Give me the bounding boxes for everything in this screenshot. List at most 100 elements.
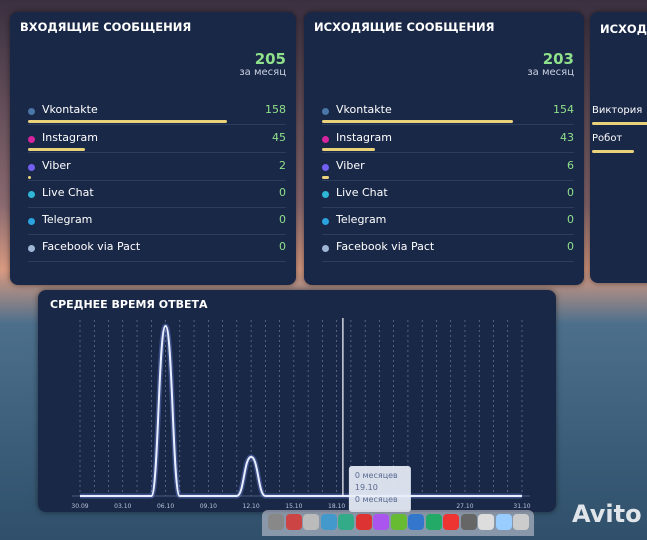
channel-icon xyxy=(28,136,35,143)
response-line-glow xyxy=(80,323,522,499)
channel-name: Vkontakte xyxy=(42,103,98,116)
channel-count: 0 xyxy=(279,186,286,199)
channel-icon xyxy=(322,191,329,198)
dock-icon xyxy=(355,514,372,530)
separator xyxy=(322,207,574,208)
separator xyxy=(28,180,286,181)
channel-bar xyxy=(322,120,514,123)
channel-count: 2 xyxy=(279,159,286,172)
tooltip-text: 0 месяцев xyxy=(355,471,398,480)
separator xyxy=(28,152,286,153)
channel-row: Viber 2 xyxy=(24,158,286,184)
channel-name: Facebook via Pact xyxy=(336,240,435,253)
agents-panel: ИСХОДЯ Виктория Робот xyxy=(590,12,647,283)
channel-row: Telegram 0 xyxy=(318,212,574,238)
agent-name: Робот xyxy=(592,133,623,144)
channel-count: 154 xyxy=(553,103,574,116)
dock-icon xyxy=(513,514,529,530)
channel-count: 0 xyxy=(567,213,574,226)
x-tick-label: 09.10 xyxy=(200,503,217,510)
channel-name: Live Chat xyxy=(336,186,388,199)
channel-icon xyxy=(28,191,35,198)
watermark: Avito xyxy=(572,500,642,528)
channel-row: Vkontakte 154 xyxy=(318,102,574,128)
x-tick-label: 27.10 xyxy=(456,503,473,510)
channel-name: Instagram xyxy=(336,131,392,144)
separator xyxy=(28,261,286,262)
channel-count: 0 xyxy=(567,186,574,199)
channel-count: 6 xyxy=(567,159,574,172)
x-tick-label: 30.09 xyxy=(71,503,88,510)
dock-icon xyxy=(285,514,302,530)
x-tick-label: 18.10 xyxy=(328,503,345,510)
incoming-panel: ВХОДЯЩИЕ СООБЩЕНИЯ 205 за месяц Vkontakte 15… xyxy=(10,12,296,285)
agent-bar xyxy=(592,122,647,125)
channel-bar xyxy=(28,120,227,123)
separator xyxy=(322,180,574,181)
agent-row: Виктория xyxy=(592,104,647,130)
separator xyxy=(28,124,286,125)
channel-bar xyxy=(322,176,330,179)
dock-icon xyxy=(303,514,319,530)
channel-icon xyxy=(322,108,329,115)
x-tick-label: 12.10 xyxy=(243,503,260,510)
dock-icon xyxy=(320,514,337,530)
chart-title: СРЕДНЕЕ ВРЕМЯ ОТВЕТА xyxy=(50,298,208,311)
x-tick-label: 06.10 xyxy=(157,503,174,510)
separator xyxy=(322,124,574,125)
channel-count: 158 xyxy=(265,103,286,116)
channel-name: Telegram xyxy=(336,213,387,226)
channel-name: Live Chat xyxy=(42,186,94,199)
total-label: за месяц xyxy=(239,67,286,78)
channel-name: Telegram xyxy=(42,213,93,226)
dock-icon xyxy=(338,514,354,530)
separator xyxy=(322,152,574,153)
channel-bar xyxy=(28,148,85,151)
channel-icon xyxy=(322,136,329,143)
separator xyxy=(322,234,574,235)
channel-count: 0 xyxy=(279,240,286,253)
dock-icon xyxy=(373,514,389,530)
channel-icon xyxy=(322,164,329,171)
channel-bar xyxy=(28,176,31,179)
panel-title: ИСХОДЯ xyxy=(600,22,647,36)
channel-name: Viber xyxy=(336,159,365,172)
channel-icon xyxy=(28,164,35,171)
total-count: 203 xyxy=(542,50,574,68)
channel-icon xyxy=(28,108,35,115)
response-line xyxy=(80,324,522,497)
channel-row: Facebook via Pact 0 xyxy=(318,239,574,265)
panel-title: ИСХОДЯЩИЕ СООБЩЕНИЯ xyxy=(314,20,495,34)
agent-name: Виктория xyxy=(592,105,643,116)
dock-icon xyxy=(478,514,494,530)
channel-name: Instagram xyxy=(42,131,98,144)
channel-row: Live Chat 0 xyxy=(24,185,286,211)
x-tick-label: 31.10 xyxy=(513,503,530,510)
dock xyxy=(262,510,534,536)
panel-title: ВХОДЯЩИЕ СООБЩЕНИЯ xyxy=(20,20,192,34)
channel-count: 43 xyxy=(560,131,574,144)
dock-icon xyxy=(495,514,512,530)
agent-bar xyxy=(592,150,634,153)
channel-row: Vkontakte 158 xyxy=(24,102,286,128)
total-label: за месяц xyxy=(527,67,574,78)
dock-icon xyxy=(443,514,459,530)
tooltip xyxy=(348,466,411,512)
channel-count: 0 xyxy=(279,213,286,226)
outgoing-panel: ИСХОДЯЩИЕ СООБЩЕНИЯ 203 за месяц Vkontakte 1… xyxy=(304,12,584,285)
separator xyxy=(322,261,574,262)
channel-icon xyxy=(28,218,35,225)
agent-row: Робот xyxy=(592,132,647,158)
channel-bar xyxy=(322,148,376,151)
channel-count: 45 xyxy=(272,131,286,144)
channel-name: Vkontakte xyxy=(336,103,392,116)
channel-row: Live Chat 0 xyxy=(318,185,574,211)
channel-row: Viber 6 xyxy=(318,158,574,184)
x-tick-label: 03.10 xyxy=(114,503,131,510)
total-count: 205 xyxy=(254,50,286,68)
channel-icon xyxy=(322,245,329,252)
channel-row: Telegram 0 xyxy=(24,212,286,238)
channel-row: Instagram 43 xyxy=(318,130,574,156)
channel-count: 0 xyxy=(567,240,574,253)
